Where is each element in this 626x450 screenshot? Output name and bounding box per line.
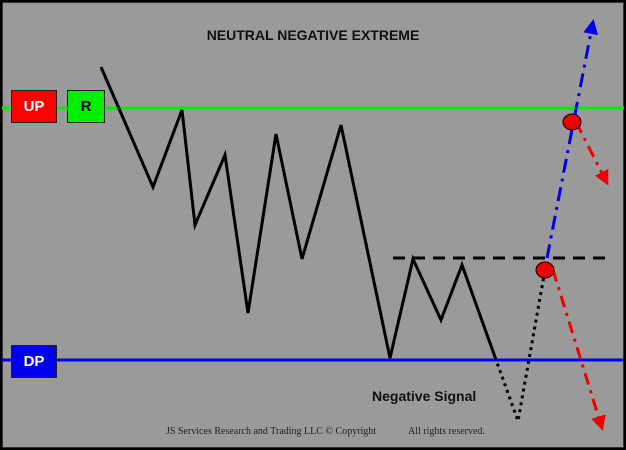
signal-marker-upper — [562, 113, 582, 131]
dp-level-label: DP — [11, 345, 57, 378]
diagram-title: NEUTRAL NEGATIVE EXTREME — [206, 27, 420, 43]
signal-marker-lower — [535, 261, 555, 279]
bearish-projection-arrow-upper — [574, 121, 609, 186]
projected-path-dotted — [493, 269, 547, 427]
up-level-label: UP — [11, 90, 57, 123]
rights-text: All rights reserved. — [408, 426, 485, 437]
price-path — [99, 66, 497, 359]
bearish-projection-arrow-lower — [551, 269, 606, 431]
negative-signal-label: Negative Signal — [372, 388, 477, 404]
r-level-label: R — [67, 90, 105, 123]
bullish-projection-arrow — [545, 19, 599, 259]
copyright-text: JS Services Research and Trading LLC © C… — [166, 426, 377, 437]
